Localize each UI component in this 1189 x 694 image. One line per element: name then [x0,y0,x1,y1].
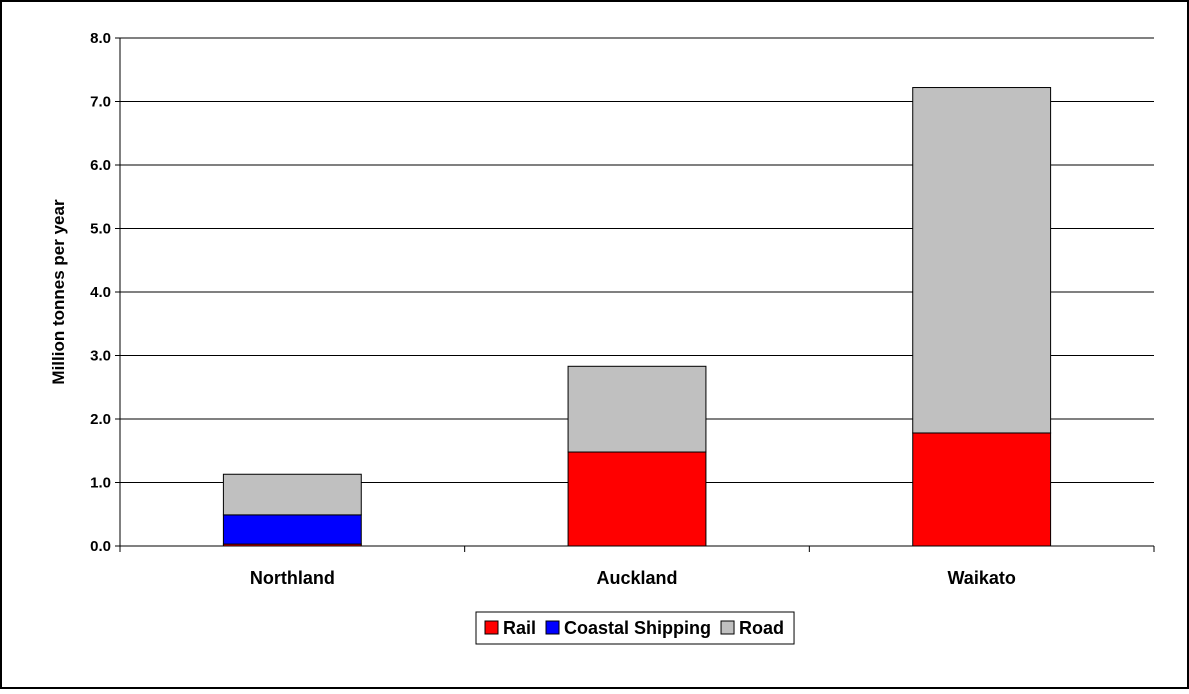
legend: Rail Coastal Shipping Road [475,611,795,645]
legend-label: Road [739,618,784,638]
legend-label: Rail [503,618,536,638]
axes [115,37,1155,552]
legend-label: Coastal Shipping [564,618,711,638]
y-tick-label: 4.0 [90,284,111,301]
bar-segment-road [567,365,707,453]
x-category-label: Northland [250,568,335,588]
y-tick-label: 7.0 [90,94,111,111]
y-tick-label: 1.0 [90,475,111,492]
x-category-label: Waikato [947,568,1015,588]
tick-labels: 0.0 1.0 2.0 3.0 4.0 5.0 6.0 7.0 8.0 [90,30,111,555]
y-tick-label: 0.0 [90,538,111,555]
y-tick-label: 8.0 [90,30,111,47]
bar-segment-rail [567,451,707,547]
y-axis-label: Million tonnes per year [49,199,68,385]
legend-swatch [545,620,560,635]
legend-swatch [720,620,735,635]
y-tick-label: 5.0 [90,221,111,238]
bar-segment-road [222,473,362,516]
y-tick-label: 3.0 [90,348,111,365]
y-tick-label: 2.0 [90,411,111,428]
category-labels: Northland Auckland Waikato [250,568,1016,588]
bars [222,87,1052,547]
x-category-label: Auckland [596,568,677,588]
bar-segment-rail [912,432,1052,547]
legend-box [475,611,795,645]
bar-segment-coastal-shipping [222,514,362,545]
legend-swatch [484,620,499,635]
bar-segment-road [912,87,1052,434]
y-tick-label: 6.0 [90,157,111,174]
